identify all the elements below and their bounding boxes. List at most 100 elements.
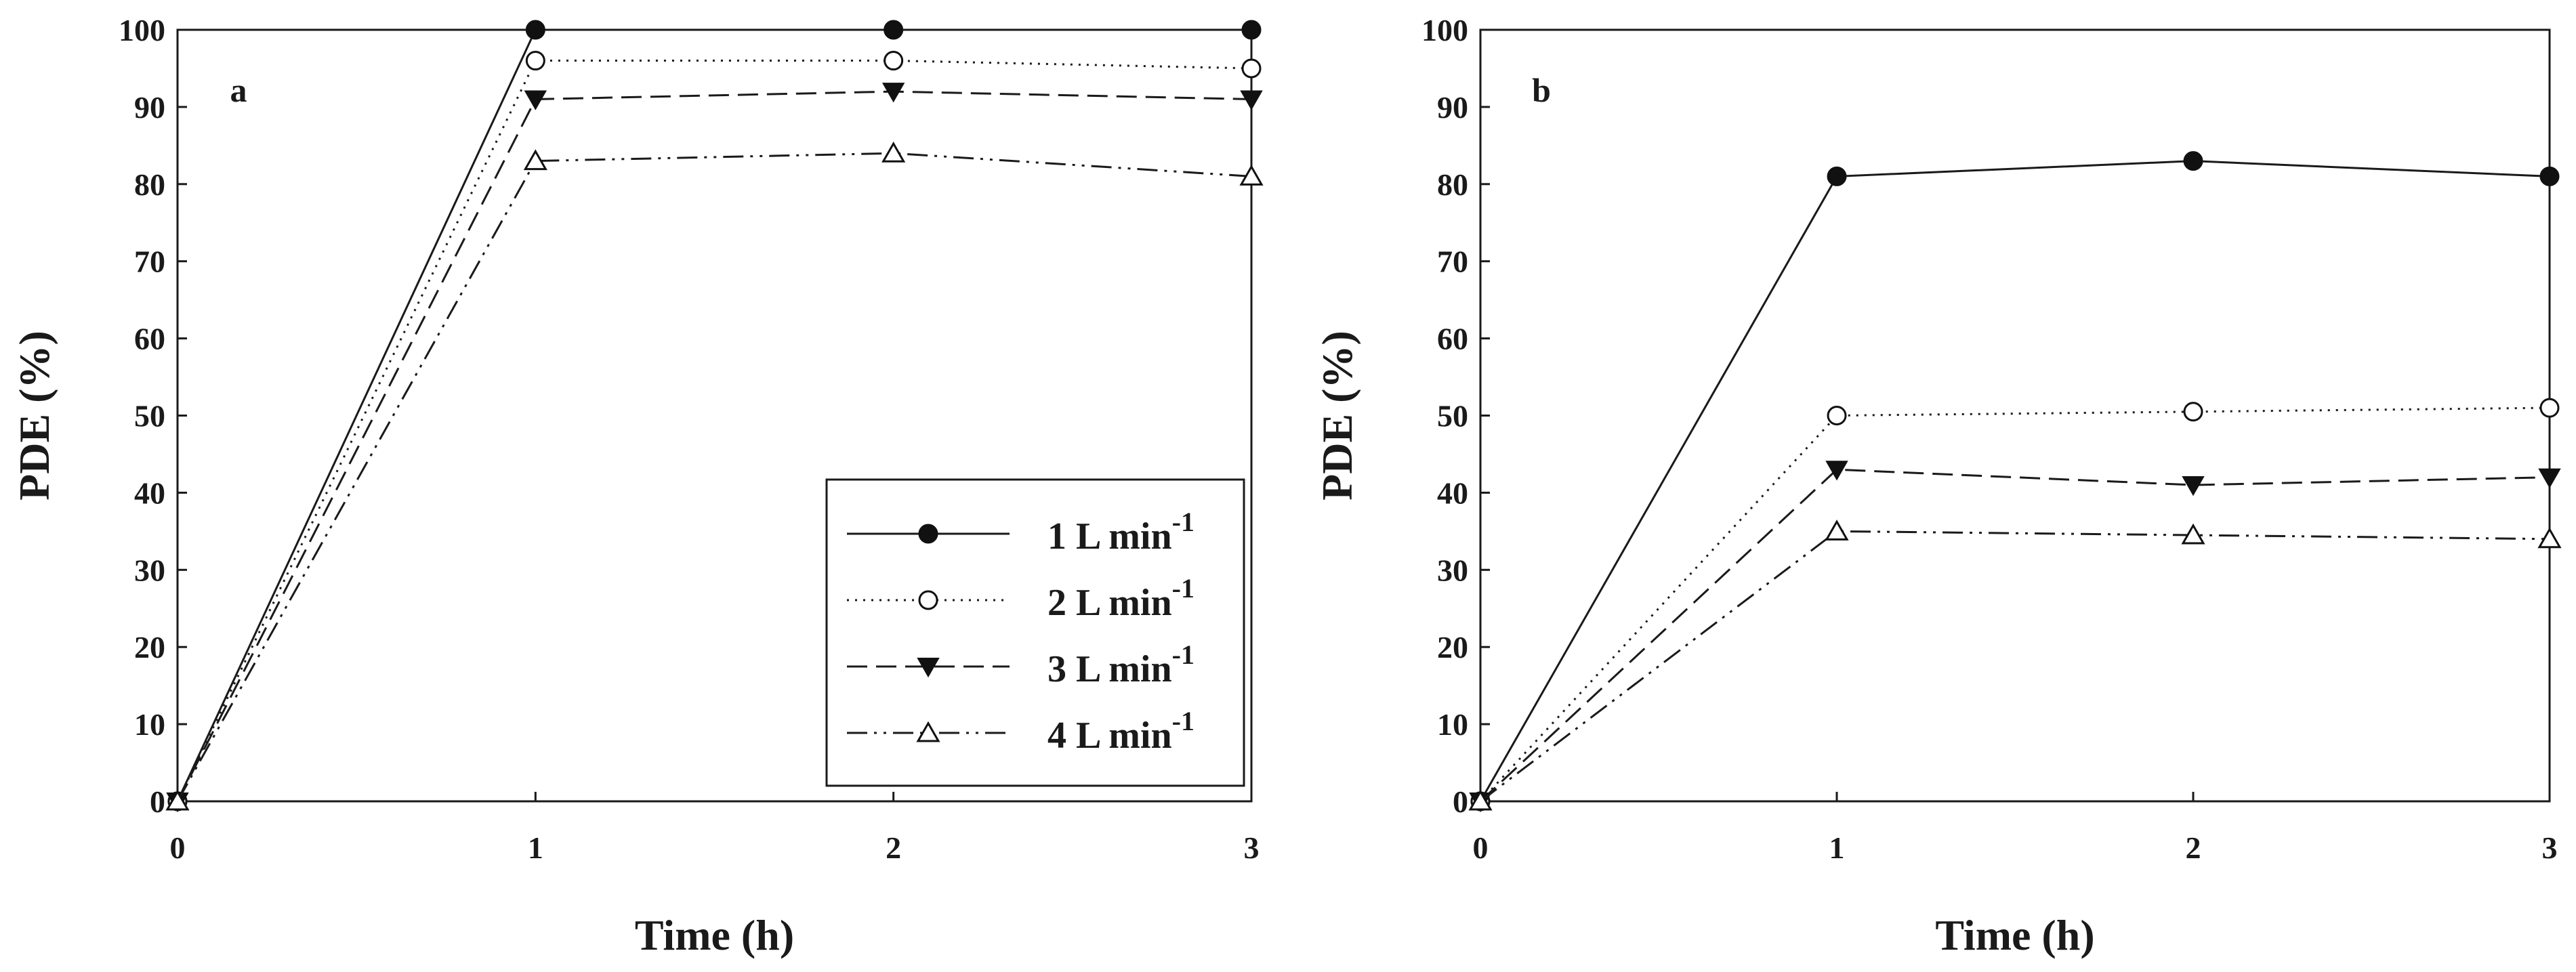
legend-item: 4 L min-1	[847, 706, 1194, 757]
x-tick-label: 3	[2542, 830, 2558, 865]
data-point	[2539, 166, 2560, 186]
series-4	[1468, 520, 2562, 811]
series-line	[176, 90, 1252, 802]
x-axis-title: Time (h)	[635, 911, 794, 959]
series-3	[1469, 461, 2561, 813]
series-2	[1470, 398, 2560, 811]
y-tick-label: 90	[1437, 90, 1468, 125]
y-tick-label: 30	[134, 553, 165, 587]
data-point	[1827, 406, 1847, 425]
x-tick-label: 1	[1829, 830, 1845, 865]
y-tick-label: 60	[134, 322, 165, 356]
data-point	[1241, 20, 1262, 40]
data-point	[525, 20, 545, 40]
data-point	[524, 90, 547, 110]
x-axis: 0 1 2 3	[1473, 792, 2558, 865]
series-4	[165, 141, 1264, 811]
y-tick-label: 30	[1437, 553, 1468, 587]
y-tick-label: 100	[119, 13, 165, 47]
legend-label: 3 L min-1	[1047, 639, 1194, 690]
legend-label: 1 L min-1	[1047, 507, 1194, 557]
y-tick-label: 0	[1453, 784, 1468, 819]
y-tick-label: 60	[1437, 322, 1468, 356]
x-axis-title: Time (h)	[1935, 911, 2094, 959]
series-layer	[165, 20, 1264, 813]
data-point	[881, 141, 906, 163]
series-line	[176, 28, 1251, 802]
data-point	[881, 83, 905, 103]
data-point	[1825, 520, 1849, 541]
y-tick-label: 80	[134, 167, 165, 202]
data-point	[884, 51, 904, 71]
series-line	[1479, 160, 2550, 802]
chart-panel-b: b 0 10 20 30 40 50 60 70 80 90 100 0 1 2 3 Time (h) P…	[1313, 13, 2562, 959]
panel-label: b	[1532, 71, 1551, 109]
y-tick-label: 80	[1437, 167, 1468, 202]
series-line	[1479, 406, 2550, 803]
y-axis-title: PDE (%)	[1313, 331, 1361, 501]
x-tick-label: 1	[528, 830, 543, 865]
series-line	[176, 60, 1252, 802]
series-line	[176, 152, 1252, 802]
series-line	[1479, 468, 2550, 803]
x-tick-label: 2	[886, 830, 901, 865]
x-tick-label: 2	[2186, 830, 2201, 865]
y-tick-label: 20	[1437, 630, 1468, 664]
legend-marker	[916, 721, 940, 742]
legend-item: 2 L min-1	[847, 573, 1194, 624]
data-point	[1825, 461, 1848, 481]
data-point	[1239, 165, 1264, 186]
y-tick-label: 50	[1437, 399, 1468, 434]
chart-panel-a: a 0 10 20 30 40 50 60 70 80 90 100 0 1 2 3 Time (h) P…	[10, 13, 1264, 959]
y-axis-title: PDE (%)	[10, 331, 58, 501]
legend-item: 1 L min-1	[847, 507, 1194, 557]
x-axis: 0 1 2 3	[170, 792, 1260, 865]
legend-marker	[918, 590, 938, 610]
y-tick-label: 50	[134, 399, 165, 434]
data-point	[2537, 527, 2562, 549]
y-tick-label: 100	[1421, 13, 1468, 47]
y-tick-label: 40	[134, 476, 165, 510]
series-1	[1470, 151, 2560, 811]
panel-label: a	[230, 71, 247, 109]
x-tick-label: 0	[1473, 830, 1489, 865]
legend-label: 4 L min-1	[1047, 706, 1194, 757]
data-point	[2539, 398, 2560, 418]
legend-label: 2 L min-1	[1047, 573, 1194, 624]
data-point	[1468, 789, 1493, 811]
y-tick-label: 10	[134, 707, 165, 742]
x-tick-label: 0	[170, 830, 186, 865]
y-tick-label: 20	[134, 630, 165, 664]
data-point	[2183, 402, 2203, 422]
series-line	[1480, 530, 2550, 803]
data-point	[884, 20, 904, 40]
legend-item: 3 L min-1	[847, 639, 1194, 690]
x-tick-label: 3	[1244, 830, 1260, 865]
data-point	[165, 789, 190, 811]
data-point	[2182, 476, 2205, 496]
legend-marker	[918, 524, 938, 544]
y-axis: 0 10 20 30 40 50 60 70 80 90 100	[1421, 13, 1490, 819]
y-axis: 0 10 20 30 40 50 60 70 80 90 100	[119, 13, 187, 819]
y-tick-label: 70	[1437, 245, 1468, 279]
series-3	[166, 83, 1263, 813]
data-point	[2538, 468, 2561, 488]
data-point	[2183, 151, 2203, 171]
legend-marker	[917, 658, 940, 678]
data-point	[1827, 166, 1847, 186]
y-tick-label: 10	[1437, 707, 1468, 742]
series-layer	[1468, 151, 2562, 813]
y-tick-label: 70	[134, 245, 165, 279]
data-point	[1240, 90, 1263, 110]
data-point	[2181, 523, 2205, 545]
data-point	[525, 51, 545, 71]
legend: 1 L min-1 2 L min-1 3 L min-1 4 L min-1	[825, 478, 1245, 787]
data-point	[523, 149, 547, 171]
y-tick-label: 40	[1437, 476, 1468, 510]
y-tick-label: 0	[150, 784, 165, 819]
plot-area-frame	[1479, 28, 2551, 803]
y-tick-label: 90	[134, 90, 165, 125]
data-point	[1241, 58, 1262, 79]
legend-frame	[825, 478, 1245, 787]
